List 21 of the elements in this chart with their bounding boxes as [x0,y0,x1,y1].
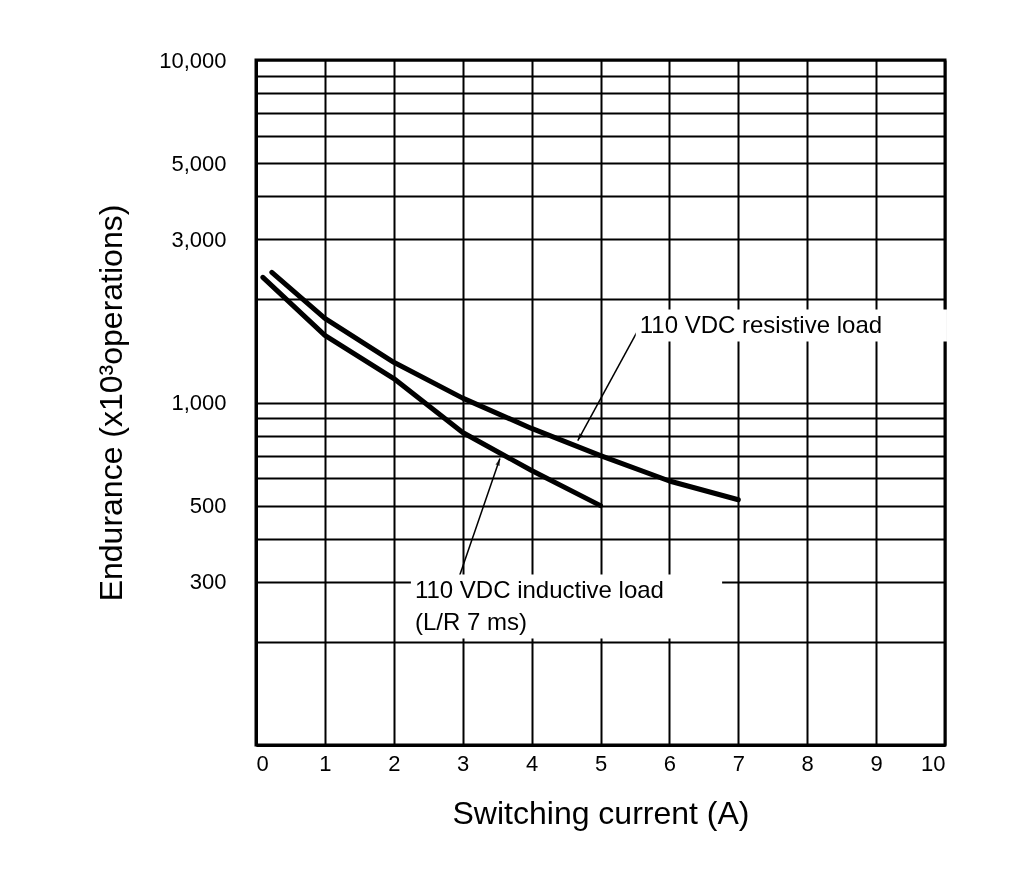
x-tick-label: 2 [388,750,401,776]
y-axis-title: Endurance (x10³operations) [93,204,130,602]
x-tick-label: 9 [870,750,883,776]
x-tick-label: 1 [319,750,332,776]
x-tick-label: 3 [457,750,470,776]
y-tick-label: 500 [189,493,227,519]
x-tick-label: 6 [663,750,677,776]
x-tick-label: 4 [525,750,539,776]
x-axis-title: Switching current (A) [452,794,750,831]
y-tick-label: 10,000 [159,47,227,73]
x-tick-label: 8 [801,750,814,776]
y-tick-label: 300 [189,569,227,595]
y-tick-label: 3,000 [171,226,227,252]
x-tick-label: 5 [594,750,608,776]
annotation: 110 VDC resistive load [639,310,883,338]
x-tick-label: 7 [732,750,745,776]
x-tick-label: 10 [921,750,946,776]
x-tick-label: 0 [256,750,269,776]
y-tick-label: 5,000 [171,150,227,176]
y-tick-label: 1,000 [171,390,227,415]
annotation: 110 VDC inductive load (L/R 7 ms) [414,575,664,635]
